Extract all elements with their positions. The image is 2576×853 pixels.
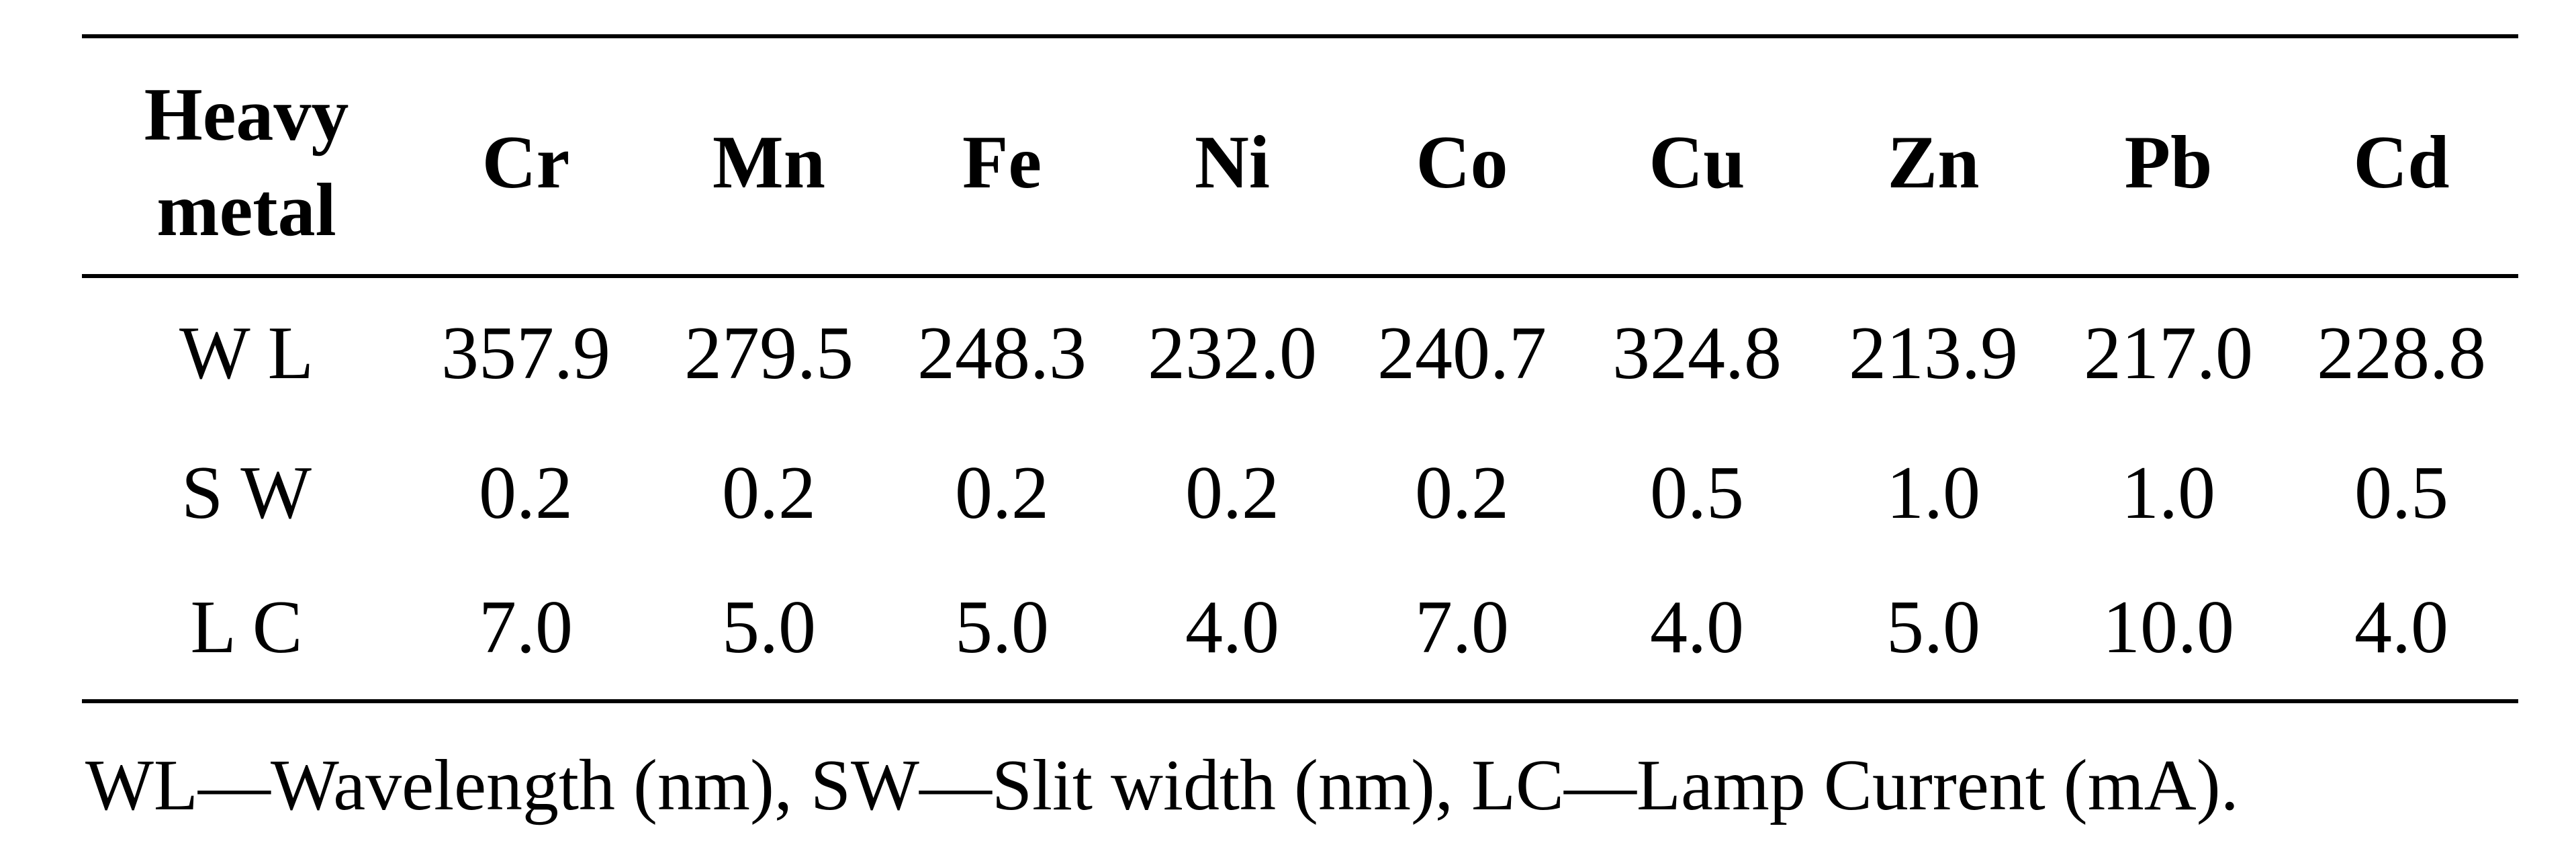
header-cell: Zn	[1887, 121, 1980, 204]
table-cell: 1.0	[2121, 451, 2215, 535]
header-cell: Mn	[712, 121, 825, 204]
table-cell: 10.0	[2103, 586, 2234, 669]
table-cell: 5.0	[1886, 586, 1980, 669]
table-cell: 357.9	[441, 312, 610, 395]
table-cell: 0.2	[479, 451, 573, 535]
table-cell: 4.0	[1650, 586, 1744, 669]
header-cell: Co	[1416, 121, 1508, 204]
table-cell: 240.7	[1377, 312, 1547, 395]
table-cell: 0.5	[1650, 451, 1744, 535]
table-cell: 7.0	[1415, 586, 1509, 669]
table-cell: 279.5	[684, 312, 854, 395]
row-label: L C	[190, 586, 303, 669]
footnote: WL—Wavelength (nm), SW—Slit width (nm), …	[85, 746, 2239, 825]
top-rule	[82, 34, 2518, 38]
table-cell: 0.2	[955, 451, 1049, 535]
table-cell: 232.0	[1148, 312, 1317, 395]
table-cell: 4.0	[1185, 586, 1279, 669]
row-label: S W	[181, 451, 312, 535]
header-rule	[82, 274, 2518, 278]
header-cell: Cr	[481, 121, 570, 204]
table-cell: 213.9	[1849, 312, 2018, 395]
header-cell: Fe	[962, 121, 1042, 204]
table-cell: 0.2	[1185, 451, 1279, 535]
table-cell: 0.5	[2354, 451, 2448, 535]
table-cell: 228.8	[2317, 312, 2486, 395]
header-cell: Pb	[2124, 121, 2213, 204]
table-cell: 217.0	[2084, 312, 2253, 395]
table-cell: 248.3	[917, 312, 1087, 395]
bottom-rule	[82, 699, 2518, 703]
header-cell: Cd	[2353, 121, 2450, 204]
header-cell: Cu	[1649, 121, 1745, 204]
table-cell: 0.2	[722, 451, 816, 535]
table-cell: 7.0	[479, 586, 573, 669]
table-cell: 0.2	[1415, 451, 1509, 535]
table-cell: 324.8	[1612, 312, 1782, 395]
table-cell: 5.0	[722, 586, 816, 669]
table-cell: 1.0	[1886, 451, 1980, 535]
row-label: W L	[179, 312, 314, 395]
table-cell: 4.0	[2354, 586, 2448, 669]
header-cell: Ni	[1195, 121, 1270, 204]
table-cell: 5.0	[955, 586, 1049, 669]
header-cell: Heavy metal	[144, 73, 349, 252]
